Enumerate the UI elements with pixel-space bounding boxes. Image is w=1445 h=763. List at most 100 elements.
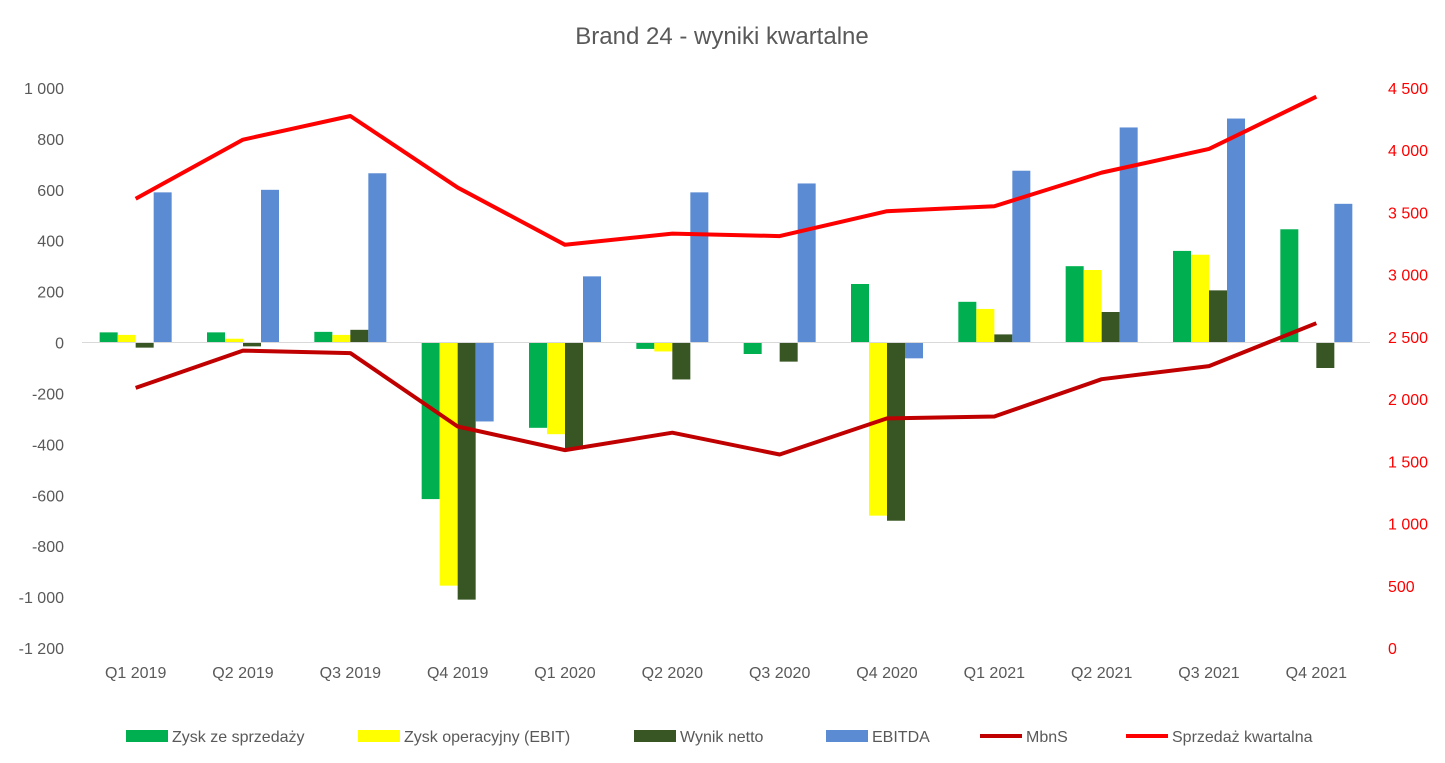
bar-4 bbox=[261, 189, 279, 343]
x-tick-label: Q2 2019 bbox=[212, 665, 273, 682]
chart-title: Brand 24 - wyniki kwartalne bbox=[575, 23, 868, 50]
bar-1 bbox=[636, 342, 655, 349]
bar-2 bbox=[547, 342, 565, 435]
bar-3 bbox=[350, 329, 369, 343]
right-tick-label: 3 000 bbox=[1388, 268, 1428, 285]
bar-1 bbox=[99, 332, 118, 343]
bar-3 bbox=[994, 334, 1013, 343]
legend-label: Sprzedaż kwartalna bbox=[1172, 729, 1313, 746]
bar-2 bbox=[225, 338, 243, 343]
bar-1 bbox=[958, 301, 977, 343]
right-tick-label: 500 bbox=[1388, 579, 1415, 596]
left-tick-label: -400 bbox=[32, 437, 64, 454]
bar-1 bbox=[1065, 266, 1084, 343]
x-tick-label: Q2 2020 bbox=[642, 665, 703, 682]
bar-1 bbox=[743, 342, 762, 354]
left-tick-label: 1 000 bbox=[24, 81, 64, 98]
bar-3 bbox=[1101, 312, 1120, 343]
left-tick-label: -200 bbox=[32, 386, 64, 403]
bar-1 bbox=[851, 284, 869, 343]
legend-label: Zysk ze sprzedaży bbox=[172, 729, 304, 746]
x-tick-label: Q2 2021 bbox=[1071, 665, 1132, 682]
right-tick-label: 3 500 bbox=[1388, 205, 1428, 222]
bar-4 bbox=[1227, 118, 1245, 343]
x-tick-label: Q4 2019 bbox=[427, 665, 488, 682]
left-tick-label: 800 bbox=[37, 132, 64, 149]
left-axis: 1 000 800 600 400 200 0 -200 -400 -600 -800 -1 000… bbox=[19, 81, 64, 658]
left-tick-label: -600 bbox=[32, 488, 64, 505]
right-tick-label: 1 500 bbox=[1388, 454, 1428, 471]
bar-3 bbox=[135, 342, 154, 348]
bar-1 bbox=[1280, 229, 1299, 343]
left-tick-label: 400 bbox=[37, 234, 64, 251]
bar-3 bbox=[779, 342, 798, 362]
bar-4 bbox=[583, 276, 601, 343]
legend-label: Zysk operacyjny (EBIT) bbox=[404, 729, 570, 746]
bar-4 bbox=[475, 342, 494, 422]
right-tick-label: 4 500 bbox=[1388, 81, 1428, 98]
left-tick-label: -800 bbox=[32, 539, 64, 556]
bar-3 bbox=[1316, 342, 1335, 368]
x-tick-label: Q1 2021 bbox=[964, 665, 1025, 682]
bar-4 bbox=[1334, 203, 1353, 343]
bar-2 bbox=[1083, 270, 1102, 343]
legend-label: Wynik netto bbox=[680, 729, 764, 746]
legend-swatch bbox=[634, 730, 676, 742]
x-axis: Q1 2019 Q2 2019 Q3 2019 Q4 2019 Q1 2020 Q2 20… bbox=[105, 665, 1347, 682]
right-tick-label: 0 bbox=[1388, 641, 1397, 658]
legend-label: EBITDA bbox=[872, 729, 930, 746]
bar-4 bbox=[1012, 170, 1031, 343]
bar-2 bbox=[439, 342, 458, 586]
line-series-2 bbox=[134, 94, 1318, 247]
right-tick-label: 2 000 bbox=[1388, 392, 1428, 409]
bar-4 bbox=[797, 183, 816, 343]
x-tick-label: Q1 2019 bbox=[105, 665, 166, 682]
x-tick-label: Q3 2020 bbox=[749, 665, 810, 682]
bar-1 bbox=[314, 331, 333, 343]
legend-label: MbnS bbox=[1026, 729, 1068, 746]
bar-2 bbox=[117, 334, 136, 343]
bar-4 bbox=[153, 192, 172, 343]
left-tick-label: -1 200 bbox=[19, 641, 64, 658]
x-tick-label: Q3 2021 bbox=[1178, 665, 1239, 682]
left-tick-label: 600 bbox=[37, 183, 64, 200]
legend-swatch bbox=[358, 730, 400, 742]
x-tick-label: Q3 2019 bbox=[320, 665, 381, 682]
x-tick-label: Q4 2020 bbox=[856, 665, 917, 682]
bar-2 bbox=[654, 342, 673, 352]
legend-swatch bbox=[826, 730, 868, 742]
bar-2 bbox=[1191, 254, 1209, 343]
legend: Zysk ze sprzedaży Zysk operacyjny (EBIT) W… bbox=[126, 729, 1313, 746]
bar-1 bbox=[207, 332, 225, 343]
bar-4 bbox=[905, 342, 923, 359]
bar-1 bbox=[1173, 250, 1191, 343]
bar-2 bbox=[976, 308, 995, 343]
right-tick-label: 2 500 bbox=[1388, 330, 1428, 347]
bar-4 bbox=[1119, 127, 1138, 343]
bar-1 bbox=[529, 342, 547, 428]
right-tick-label: 1 000 bbox=[1388, 517, 1428, 534]
left-tick-label: -1 000 bbox=[19, 590, 64, 607]
bars-layer bbox=[99, 118, 1353, 600]
left-tick-label: 0 bbox=[55, 336, 64, 353]
right-axis: 4 500 4 000 3 500 3 000 2 500 2 000 1 500 1 000… bbox=[1388, 81, 1428, 658]
x-tick-label: Q4 2021 bbox=[1286, 665, 1347, 682]
bar-4 bbox=[690, 192, 709, 343]
bar-3 bbox=[672, 342, 691, 380]
bar-2 bbox=[332, 334, 351, 343]
bar-3 bbox=[457, 342, 476, 600]
lines-layer bbox=[134, 94, 1318, 457]
bar-1 bbox=[421, 342, 440, 500]
bar-4 bbox=[368, 173, 387, 343]
bar-2 bbox=[869, 342, 887, 516]
right-tick-label: 4 000 bbox=[1388, 143, 1428, 160]
bar-3 bbox=[565, 342, 583, 450]
bar-3 bbox=[243, 342, 261, 347]
legend-swatch bbox=[126, 730, 168, 742]
left-tick-label: 200 bbox=[37, 285, 64, 302]
bar-3 bbox=[887, 342, 905, 521]
line-series-1 bbox=[135, 321, 1318, 457]
bar-3 bbox=[1209, 290, 1227, 343]
